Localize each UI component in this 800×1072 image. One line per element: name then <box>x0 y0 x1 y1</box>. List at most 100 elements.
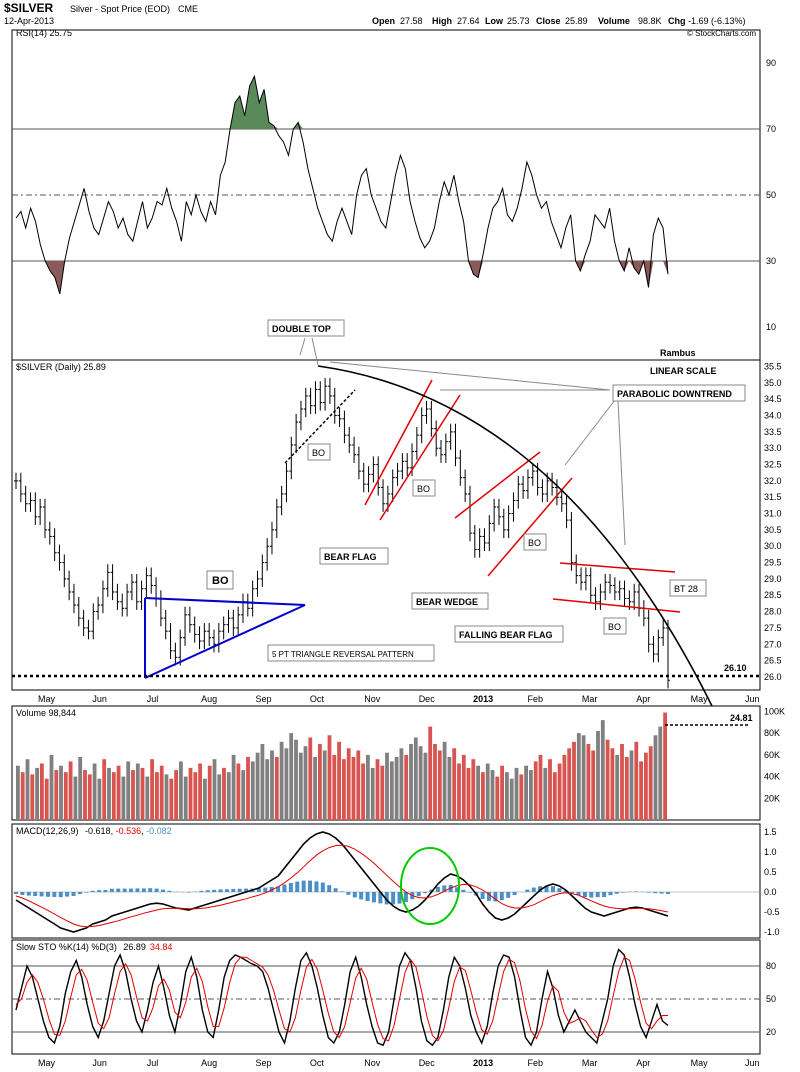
volume-bar <box>236 763 241 820</box>
macd-circle <box>400 847 460 925</box>
volume-bar <box>356 750 361 820</box>
rsi-tick-label: 50 <box>766 190 776 200</box>
sto-tick-label: 80 <box>766 961 776 971</box>
macd-hist-bar <box>467 892 472 893</box>
macd-hist-bar <box>199 890 204 892</box>
volume-bar <box>150 759 154 820</box>
bottom-x-label: Apr <box>636 1058 650 1068</box>
volume-bar <box>303 746 308 820</box>
high-value: 27.64 <box>457 16 480 26</box>
price-tick-label: 28.5 <box>764 590 782 600</box>
triangle-lower-line <box>144 604 306 679</box>
falling-flag-box <box>454 625 564 643</box>
bo-box-3 <box>523 533 547 551</box>
bottom-x-label: 2013 <box>473 1058 493 1068</box>
macd-hist-bar <box>161 889 166 892</box>
volume-bar <box>159 765 164 820</box>
exchange-label: CME <box>178 4 198 14</box>
bottom-x-label: Oct <box>310 1058 325 1068</box>
volume-bar <box>648 746 653 820</box>
macd-hist-bar <box>595 892 600 898</box>
instrument-name: Silver - Spot Price (EOD) <box>70 4 170 14</box>
price-tick-label: 32.5 <box>764 460 782 470</box>
volume-bar <box>140 767 145 820</box>
bt28-box <box>669 579 707 597</box>
price-x-label: Mar <box>582 694 598 704</box>
rsi-tick-label: 90 <box>766 58 776 68</box>
macd-hist-bar <box>244 888 249 892</box>
volume-bar <box>524 765 528 820</box>
price-tick-label: 35.0 <box>764 378 782 388</box>
volume-bar <box>342 759 346 820</box>
volume-bar <box>418 746 423 820</box>
volume-bar <box>548 759 552 820</box>
macd-hist-bar <box>653 892 658 894</box>
price-tick-label: 30.5 <box>764 525 782 535</box>
sto-tick-label: 20 <box>766 1027 776 1037</box>
volume-bar <box>83 770 87 820</box>
volume-bar <box>63 772 68 820</box>
volume-bar <box>413 737 418 820</box>
bottom-x-label: Jul <box>147 1058 159 1068</box>
volume-bar <box>250 761 255 820</box>
volume-bar <box>255 752 260 820</box>
macd-signal-line <box>15 844 669 928</box>
volume-label: Volume <box>598 16 630 26</box>
volume-bar <box>581 735 586 820</box>
bear-flag-box <box>319 547 389 565</box>
macd-hist-bar <box>397 892 402 904</box>
volume-title: Volume 98,844 <box>16 708 76 718</box>
parabolic-label: PARABOLIC DOWNTREND <box>617 389 732 399</box>
macd-hist-bar <box>205 890 210 892</box>
macd-hist-bar <box>58 892 63 898</box>
volume-bar <box>500 765 504 820</box>
volume-bar <box>385 752 389 820</box>
volume-bar <box>279 741 284 820</box>
macd-hist-bar <box>122 888 127 892</box>
macd-hist-bar <box>646 892 651 893</box>
price-x-label: Dec <box>419 694 436 704</box>
macd-hist-bar <box>378 892 383 904</box>
price-tick-label: 28.0 <box>764 607 782 617</box>
falling-flag-top <box>559 562 676 573</box>
macd-hist-bar <box>103 890 108 892</box>
macd-hist-bar <box>557 888 562 892</box>
volume-bar <box>318 744 322 820</box>
rsi-overbought-fill <box>16 76 668 129</box>
chg-label: Chg <box>668 16 686 26</box>
volume-bar <box>59 765 63 820</box>
price-tick-label: 32.0 <box>764 476 782 486</box>
macd-title: MACD(12,26,9) -0.618, -0.536, -0.082 <box>16 826 172 836</box>
volume-bar <box>222 767 226 820</box>
volume-bar <box>485 763 490 820</box>
price-tick-label: 35.5 <box>764 362 782 372</box>
macd-hist-bar <box>589 892 594 898</box>
macd-hist-bar <box>224 889 229 892</box>
bottom-x-label: May <box>691 1058 709 1068</box>
macd-hist-bar <box>435 886 440 892</box>
volume-bar <box>437 750 442 820</box>
volume-tick-label: 80K <box>764 728 780 738</box>
volume-bar <box>203 778 207 820</box>
bottom-x-label: Jun <box>745 1058 760 1068</box>
macd-series <box>12 831 760 933</box>
volume-bar <box>466 767 471 820</box>
macd-hist-bar <box>602 892 607 897</box>
volume-bar <box>174 770 178 820</box>
rsi-title: RSI(14) 25.75 <box>16 28 72 38</box>
parabolic-curve <box>317 365 713 707</box>
price-title: $SILVER (Daily) 25.89 <box>16 362 106 372</box>
macd-title-v2: -0.536 <box>116 826 142 836</box>
price-x-label: Feb <box>527 694 543 704</box>
price-x-label: Jul <box>147 694 159 704</box>
low-label: Low <box>485 16 504 26</box>
macd-hist-bar <box>333 888 338 892</box>
bo-label-2: BO <box>417 484 430 494</box>
macd-hist-bar <box>288 883 293 892</box>
macd-hist-bar <box>26 892 31 896</box>
macd-hist-bar <box>512 892 517 895</box>
price-panel <box>11 359 761 691</box>
macd-hist-bar <box>77 892 82 894</box>
volume-bar <box>16 765 20 820</box>
